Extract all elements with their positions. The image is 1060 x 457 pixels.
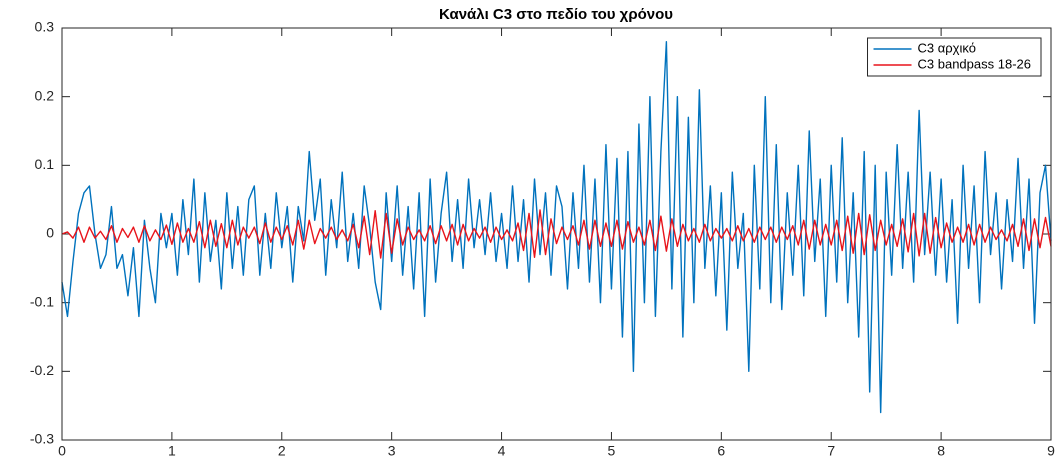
legend-label: C3 αρχικό (918, 40, 976, 55)
plot-area (62, 28, 1051, 440)
x-tick-label: 8 (937, 443, 945, 457)
y-tick-label: -0.2 (30, 362, 54, 378)
x-tick-label: 6 (717, 443, 725, 457)
legend-box (867, 37, 1042, 77)
y-tick-label: -0.1 (30, 293, 54, 309)
y-tick-label: 0.3 (35, 19, 55, 35)
y-tick-label: 0 (46, 225, 54, 241)
x-tick-label: 7 (827, 443, 835, 457)
x-tick-label: 9 (1047, 443, 1055, 457)
axes-box (61, 27, 1052, 441)
y-tick-label: 0.2 (35, 87, 55, 103)
x-tick-label: 0 (58, 443, 66, 457)
y-tick-label: 0.1 (35, 156, 55, 172)
x-tick-label: 5 (608, 443, 616, 457)
x-tick-label: 3 (388, 443, 396, 457)
x-tick-label: 2 (278, 443, 286, 457)
series-line (61, 209, 1052, 259)
series-line (61, 41, 1052, 414)
chart-title: Κανάλι C3 στο πεδίο του χρόνου (439, 6, 673, 23)
legend-label: C3 bandpass 18-26 (918, 56, 1031, 71)
y-tick-label: -0.3 (30, 431, 54, 447)
x-tick-label: 1 (168, 443, 176, 457)
x-tick-label: 4 (498, 443, 506, 457)
